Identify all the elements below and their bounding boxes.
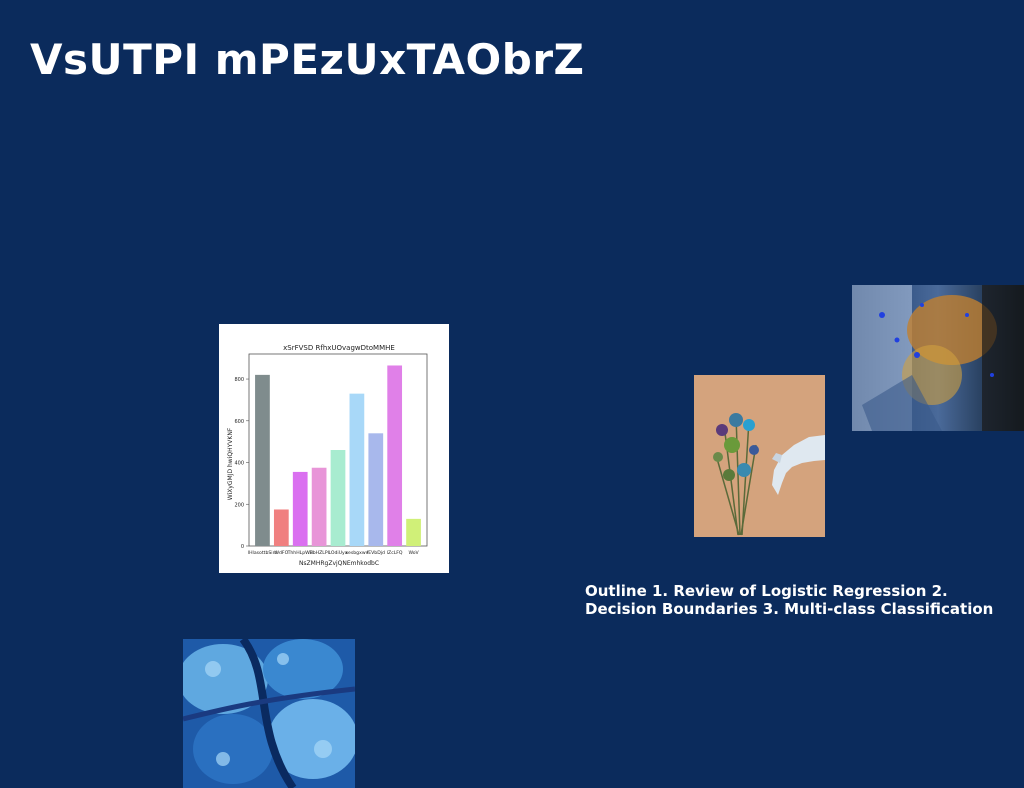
slide-title: VsUTPI mPEzUxTAObrZ	[30, 35, 585, 84]
blue-texture-image	[183, 639, 355, 788]
chart-y-tick-label: 200	[234, 502, 244, 508]
chart-bar	[387, 365, 403, 546]
chart-y-tick-label: 400	[234, 461, 244, 467]
chart-y-tick-label: 600	[234, 419, 244, 425]
chart-title: xSrFVSD RfhxUOvagwDtoMMHE	[283, 344, 395, 352]
chart-x-tick-label: lZcLFQ	[387, 550, 403, 556]
chart-x-tick-label: xesbgxwv	[345, 550, 368, 556]
bar-chart-svg: xSrFVSD RfhxUOvagwDtoMMHE NsZMHRgZvjQNEm…	[227, 344, 428, 567]
abstract-blue-orange-streak-image	[852, 285, 1024, 431]
chart-x-tick-label: LOdiUyx	[328, 550, 347, 556]
chart-bar	[368, 433, 384, 546]
chart-bar	[292, 471, 308, 546]
chart-bar	[406, 518, 421, 546]
chart-x-tick-label: WoV	[408, 550, 419, 556]
flowers-and-hand-image	[694, 375, 825, 537]
chart-x-tick-label: WdFO	[274, 550, 288, 556]
chart-bar	[349, 393, 365, 546]
outline-text: Outline 1. Review of Logistic Regression…	[585, 582, 994, 618]
chart-x-tick-label: lHlasottbSim	[248, 550, 278, 556]
chart-y-tick-label: 800	[234, 377, 244, 383]
chart-bar	[255, 374, 270, 546]
chart-y-axis-label: WiXyGMJD hwiQHYVKNF	[227, 427, 234, 500]
chart-y-tick-label: 0	[241, 544, 244, 550]
chart-x-tick-label: ThhHLpWB	[287, 550, 313, 556]
bar-chart: xSrFVSD RfhxUOvagwDtoMMHE NsZMHRgZvjQNEm…	[219, 324, 449, 573]
chart-bar	[330, 450, 346, 546]
chart-bar	[273, 509, 289, 546]
chart-x-axis-label: NsZMHRgZvjQNEmhkodbC	[299, 560, 379, 567]
chart-x-tick-label: HbHZLPl	[309, 550, 329, 556]
chart-x-tick-label: fEVbDjd	[367, 550, 385, 556]
chart-bar	[311, 467, 327, 546]
